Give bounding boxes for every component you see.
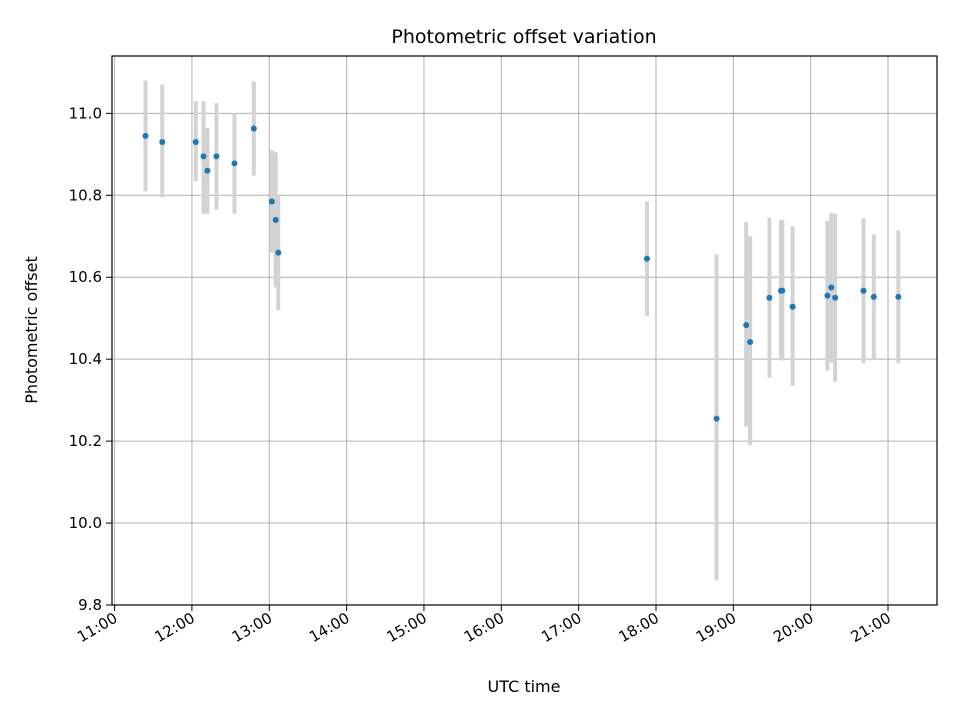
- data-point: [142, 132, 149, 139]
- data-point: [824, 292, 831, 299]
- data-point: [828, 284, 835, 291]
- data-point: [159, 139, 166, 146]
- data-point: [275, 249, 282, 256]
- data-point: [268, 198, 275, 205]
- y-axis-title: Photometric offset: [22, 256, 41, 404]
- data-point: [272, 216, 279, 223]
- y-tick-label: 11.0: [69, 104, 102, 122]
- y-tick-label: 9.8: [78, 596, 102, 614]
- data-point: [200, 153, 207, 160]
- data-point: [643, 255, 650, 262]
- y-tick-label: 10.2: [69, 432, 102, 450]
- data-point: [870, 293, 877, 300]
- plot-area-frame: [111, 55, 938, 606]
- y-tick-label: 10.4: [69, 350, 102, 368]
- y-tick-label: 10.6: [69, 268, 102, 286]
- data-point: [779, 287, 786, 294]
- data-point: [743, 322, 750, 329]
- data-points: [142, 125, 902, 422]
- y-tick-label: 10.0: [69, 514, 102, 532]
- data-point: [231, 160, 238, 167]
- y-axis: 9.8 10.0 10.2 10.4 10.6 10.8 11.0: [69, 104, 112, 614]
- data-point: [860, 287, 867, 294]
- data-point: [192, 139, 199, 146]
- data-point: [204, 167, 211, 174]
- chart-title: Photometric offset variation: [391, 26, 656, 48]
- data-point: [250, 125, 257, 132]
- data-point: [713, 415, 720, 422]
- grid: [112, 56, 937, 606]
- y-tick-label: 10.8: [69, 186, 102, 204]
- data-point: [213, 153, 220, 160]
- data-point: [895, 293, 902, 300]
- data-point: [747, 338, 754, 345]
- x-axis-title: UTC time: [488, 677, 561, 696]
- data-point: [766, 294, 773, 301]
- data-point: [832, 294, 839, 301]
- data-point: [789, 303, 796, 310]
